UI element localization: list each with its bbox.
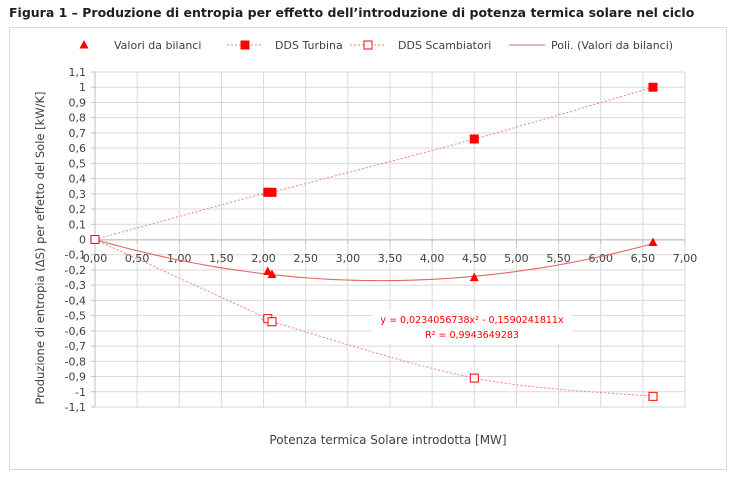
x-tick-label: 0,50 <box>125 252 150 265</box>
series-markers <box>90 82 658 401</box>
trend-equation-background <box>372 310 572 344</box>
y-tick-label: 0,3 <box>69 188 87 201</box>
x-tick-label: 3,50 <box>378 252 403 265</box>
series-line <box>94 86 654 240</box>
x-tick-label: 4,00 <box>420 252 445 265</box>
y-tick-label: 0,5 <box>69 157 87 170</box>
x-tick-label: 2,50 <box>293 252 318 265</box>
figure-title: Figura 1 – Produzione di entropia per ef… <box>9 5 695 20</box>
x-tick-label: 7,00 <box>673 252 698 265</box>
trendline <box>94 238 654 282</box>
legend: Valori da bilanci DDS Turbina DDS Scambiat… <box>79 39 673 52</box>
data-point-triangle <box>263 266 273 275</box>
y-tick-label: 0,1 <box>69 218 87 231</box>
data-point-square <box>267 187 277 197</box>
x-tick-label: 3,00 <box>336 252 361 265</box>
y-tick-label: 0,4 <box>69 173 87 186</box>
x-tick-label: 5,50 <box>546 252 571 265</box>
y-tick-label: 0 <box>79 234 86 247</box>
y-axis-title: Produzione di entropia (ΔS) per effetto … <box>33 91 47 404</box>
x-tick-label: 5,00 <box>504 252 529 265</box>
y-tick-label: 0,7 <box>69 127 87 140</box>
legend-label: Poli. (Valori da bilanci) <box>551 39 673 52</box>
x-axis-title: Potenza termica Solare introdotta [MW] <box>269 433 506 447</box>
legend-label: Valori da bilanci <box>114 39 201 52</box>
data-point-square <box>240 40 250 50</box>
data-point-open-square <box>648 391 658 401</box>
trend-equation: y = 0,0234056738x² - 0,1590241811x <box>380 315 564 326</box>
x-tick-label: 0,00 <box>83 252 108 265</box>
data-point-open-square <box>363 40 373 50</box>
data-point-open-square <box>267 317 277 327</box>
y-tick-label: 1 <box>79 81 86 94</box>
y-tick-label: -0,9 <box>65 371 86 384</box>
y-tick-label: 0,2 <box>69 203 87 216</box>
x-tick-label: 4,50 <box>462 252 487 265</box>
y-tick-label: 0,6 <box>69 142 87 155</box>
trend-r-squared: R² = 0,9943649283 <box>425 330 519 341</box>
y-tick-label: -0,5 <box>65 310 86 323</box>
legend-label: DDS Turbina <box>275 39 343 52</box>
data-point-square <box>469 134 479 144</box>
trendline-curve <box>94 238 654 282</box>
data-point-triangle <box>267 269 277 279</box>
y-tick-label: -0,6 <box>65 325 86 338</box>
y-tick-label: 1,1 <box>69 66 87 79</box>
x-tick-label: 6,50 <box>631 252 656 265</box>
tick-labels: 0,00 0,50 1,00 1,50 2,00 2,50 3,00 3,50 4,00 4,50… <box>65 66 698 414</box>
series-lines <box>94 86 654 397</box>
y-tick-label: -0,3 <box>65 279 86 292</box>
data-point-triangle <box>469 272 479 282</box>
y-tick-label: -0,2 <box>65 264 86 277</box>
y-tick-label: -0,8 <box>65 355 86 368</box>
trend-equation-box: y = 0,0234056738x² - 0,1590241811x R² = … <box>372 310 572 344</box>
y-tick-label: -0,4 <box>65 294 86 307</box>
y-tick-label: 0,8 <box>69 112 87 125</box>
y-tick-label: -0,7 <box>65 340 86 353</box>
data-point-triangle <box>79 40 89 49</box>
y-tick-label: -1,1 <box>65 401 86 414</box>
data-point-open-square <box>469 373 479 383</box>
y-tick-label: 0,9 <box>69 96 87 109</box>
data-point-square <box>648 82 658 92</box>
legend-label: DDS Scambiatori <box>398 39 491 52</box>
x-tick-label: 2,00 <box>251 252 276 265</box>
y-tick-label: -0,1 <box>65 249 86 262</box>
data-point-open-square <box>90 235 100 244</box>
x-tick-label: 1,50 <box>209 252 234 265</box>
data-point-triangle <box>648 237 658 247</box>
y-tick-label: -1 <box>75 386 86 399</box>
